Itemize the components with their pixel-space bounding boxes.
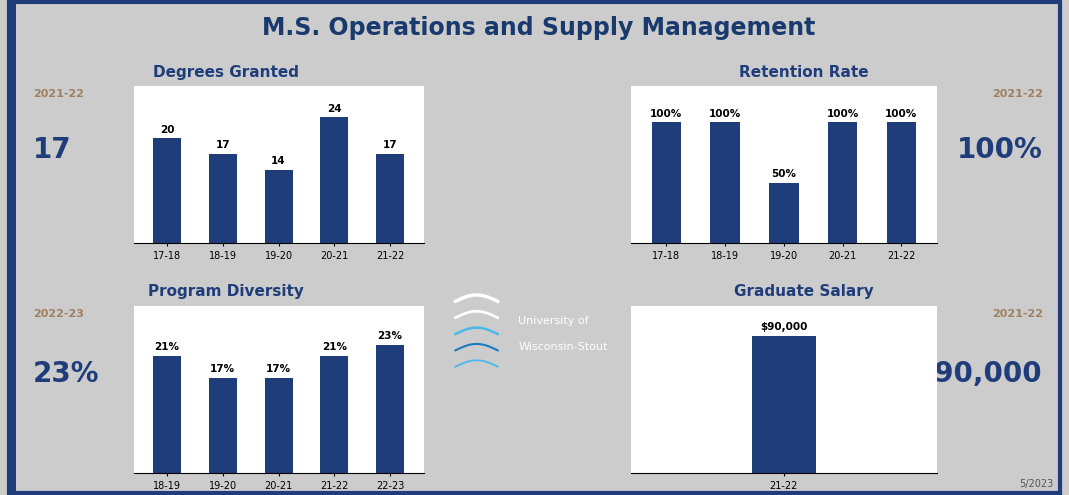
Text: 20: 20 [160, 125, 174, 135]
Text: 100%: 100% [957, 136, 1042, 164]
Text: M.S. Operations and Supply Management: M.S. Operations and Supply Management [262, 16, 815, 41]
Bar [886, 122, 916, 243]
Bar [770, 183, 799, 243]
Text: 100%: 100% [826, 108, 858, 118]
Bar [153, 138, 181, 243]
Text: 17: 17 [33, 136, 72, 164]
Text: 100%: 100% [709, 108, 741, 118]
Text: 2021-22: 2021-22 [33, 89, 83, 99]
Bar [321, 356, 348, 473]
Bar [376, 154, 404, 243]
Text: 100%: 100% [650, 108, 682, 118]
Text: University of: University of [518, 316, 589, 326]
Bar [9, 2, 16, 493]
Text: 50%: 50% [772, 169, 796, 179]
Text: 17%: 17% [266, 364, 291, 374]
Text: 17: 17 [216, 140, 230, 150]
Text: 14: 14 [272, 156, 285, 166]
Text: 5/2023: 5/2023 [1019, 479, 1053, 489]
Bar [652, 122, 681, 243]
Bar [265, 378, 293, 473]
Bar [711, 122, 740, 243]
Bar [208, 154, 237, 243]
Bar [321, 117, 348, 243]
Text: 24: 24 [327, 103, 342, 113]
Text: 17: 17 [383, 140, 398, 150]
Text: 21%: 21% [322, 342, 346, 352]
Text: Wisconsin-Stout: Wisconsin-Stout [518, 342, 608, 352]
Text: $90,000: $90,000 [760, 322, 807, 332]
Text: 17%: 17% [211, 364, 235, 374]
Text: 2022-23: 2022-23 [33, 309, 83, 319]
Text: Retention Rate: Retention Rate [739, 65, 869, 80]
Bar [265, 170, 293, 243]
Text: 2021-22: 2021-22 [992, 89, 1042, 99]
Bar [376, 345, 404, 473]
Text: $90,000: $90,000 [916, 360, 1042, 388]
Bar [153, 356, 181, 473]
Text: 21%: 21% [155, 342, 180, 352]
Bar [827, 122, 857, 243]
Text: 23%: 23% [33, 360, 99, 388]
Text: Program Diversity: Program Diversity [149, 284, 304, 298]
Text: Graduate Salary: Graduate Salary [734, 284, 873, 298]
Bar [752, 336, 816, 473]
Text: 100%: 100% [885, 108, 917, 118]
Text: Degrees Granted: Degrees Granted [153, 65, 299, 80]
Text: 2021-22: 2021-22 [992, 309, 1042, 319]
Text: 23%: 23% [377, 331, 403, 341]
Bar [208, 378, 237, 473]
